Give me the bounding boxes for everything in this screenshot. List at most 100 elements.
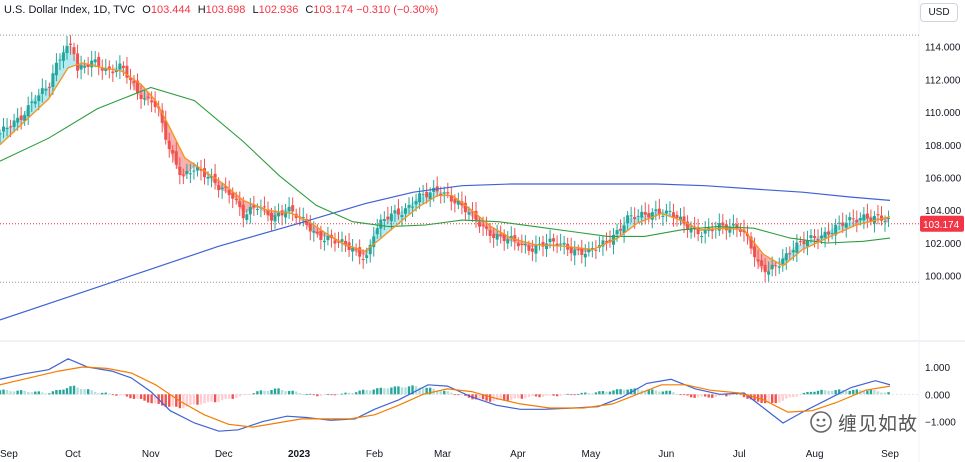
candle-down xyxy=(470,211,474,213)
candle-down xyxy=(386,216,390,220)
candle-down xyxy=(315,231,319,234)
close-value: 103.174 xyxy=(313,4,354,16)
macd-histogram-bar xyxy=(185,394,189,407)
macd-histogram-bar xyxy=(517,394,520,399)
open-value: 103.444 xyxy=(150,4,191,16)
macd-histogram-bar xyxy=(453,394,457,396)
macd-histogram-bar xyxy=(883,392,887,395)
candle-up xyxy=(509,235,513,239)
candle-up xyxy=(2,126,6,132)
macd-histogram-bar xyxy=(570,394,573,396)
candle-up xyxy=(351,248,355,252)
macd-histogram-bar xyxy=(876,391,880,395)
macd-histogram-bar xyxy=(12,391,16,395)
macd-histogram-bar xyxy=(446,391,449,395)
macd-tick-label: 1.000 xyxy=(925,363,950,374)
macd-histogram-bar xyxy=(227,394,231,399)
trend-fill xyxy=(680,219,685,226)
candle-up xyxy=(770,264,774,270)
candle-up xyxy=(143,98,147,100)
macd-histogram-bar xyxy=(400,387,404,395)
y-tick-label: 100.000 xyxy=(925,272,962,283)
candle-up xyxy=(731,224,735,226)
candle-up xyxy=(626,215,630,224)
macd-histogram-bar xyxy=(626,389,629,395)
candle-up xyxy=(51,73,55,88)
candle-up xyxy=(65,45,69,54)
macd-histogram-bar xyxy=(383,388,386,395)
candle-up xyxy=(523,243,527,245)
macd-histogram-bar xyxy=(510,394,513,400)
macd-histogram-bar xyxy=(337,394,340,396)
candle-down xyxy=(675,215,679,218)
candle-down xyxy=(217,185,221,191)
candle-up xyxy=(636,215,640,217)
candle-down xyxy=(128,78,132,80)
candle-up xyxy=(5,127,9,129)
macd-histogram-bar xyxy=(259,390,263,395)
candle-down xyxy=(749,236,753,249)
macd-histogram-bar xyxy=(615,389,619,395)
candle-up xyxy=(37,95,41,102)
candle-down xyxy=(305,219,309,225)
macd-histogram-bar xyxy=(213,394,217,403)
macd-histogram-bar xyxy=(802,392,806,395)
macd-histogram-bar xyxy=(555,394,559,397)
candle-down xyxy=(756,259,760,262)
macd-histogram-bar xyxy=(90,390,93,395)
candle-down xyxy=(97,56,101,67)
macd-histogram-bar xyxy=(605,391,608,395)
macd-histogram-bar xyxy=(541,394,545,397)
candle-down xyxy=(869,217,873,222)
close-label: C xyxy=(305,4,314,16)
candle-down xyxy=(291,205,295,212)
candle-down xyxy=(774,265,778,267)
candle-down xyxy=(619,229,623,231)
macd-histogram-bar xyxy=(220,394,224,401)
macd-histogram-bar xyxy=(379,387,383,395)
candle-down xyxy=(633,216,637,220)
candle-down xyxy=(9,126,13,128)
candle-down xyxy=(241,204,245,219)
x-tick-label: Mar xyxy=(434,449,452,460)
macd-histogram-bar xyxy=(485,394,488,401)
candle-up xyxy=(407,205,411,208)
macd-histogram-bar xyxy=(340,393,344,395)
candle-up xyxy=(372,236,376,248)
candle-down xyxy=(47,86,51,88)
watermark-text: 缠见如故 xyxy=(838,412,919,435)
macd-histogram-bar xyxy=(55,390,58,395)
macd-histogram-bar xyxy=(203,394,206,404)
macd-histogram-bar xyxy=(633,388,636,395)
macd-histogram-bar xyxy=(27,392,30,395)
macd-histogram-bar xyxy=(696,394,700,398)
macd-histogram-bar xyxy=(686,394,689,396)
candle-up xyxy=(312,230,316,233)
candle-up xyxy=(114,70,118,73)
candle-up xyxy=(862,214,866,221)
macd-histogram-bar xyxy=(577,394,580,395)
watermark: 缠见如故 xyxy=(810,404,960,440)
candle-up xyxy=(587,248,591,253)
macd-histogram-bar xyxy=(622,389,626,395)
macd-histogram-bar xyxy=(531,394,534,397)
candle-up xyxy=(562,242,566,245)
candle-down xyxy=(647,212,651,218)
legend-header: U.S. Dollar Index, 1D, TVC O103.444 H103… xyxy=(4,4,438,16)
candle-down xyxy=(354,248,358,250)
macd-histogram-bar xyxy=(580,392,583,395)
y-tick-label: 102.000 xyxy=(925,239,962,250)
y-tick-label: 112.000 xyxy=(925,75,961,86)
macd-histogram-bar xyxy=(675,394,679,395)
macd-histogram-bar xyxy=(774,394,777,404)
candle-up xyxy=(411,206,415,208)
macd-histogram-bar xyxy=(30,392,33,395)
candle-down xyxy=(463,202,467,213)
macd-histogram-bar xyxy=(534,394,538,397)
candle-down xyxy=(513,235,517,241)
x-tick-label: 2023 xyxy=(288,449,311,460)
macd-histogram-bar xyxy=(2,389,5,395)
macd-histogram-bar xyxy=(545,394,548,396)
currency-button[interactable]: USD xyxy=(920,3,958,22)
